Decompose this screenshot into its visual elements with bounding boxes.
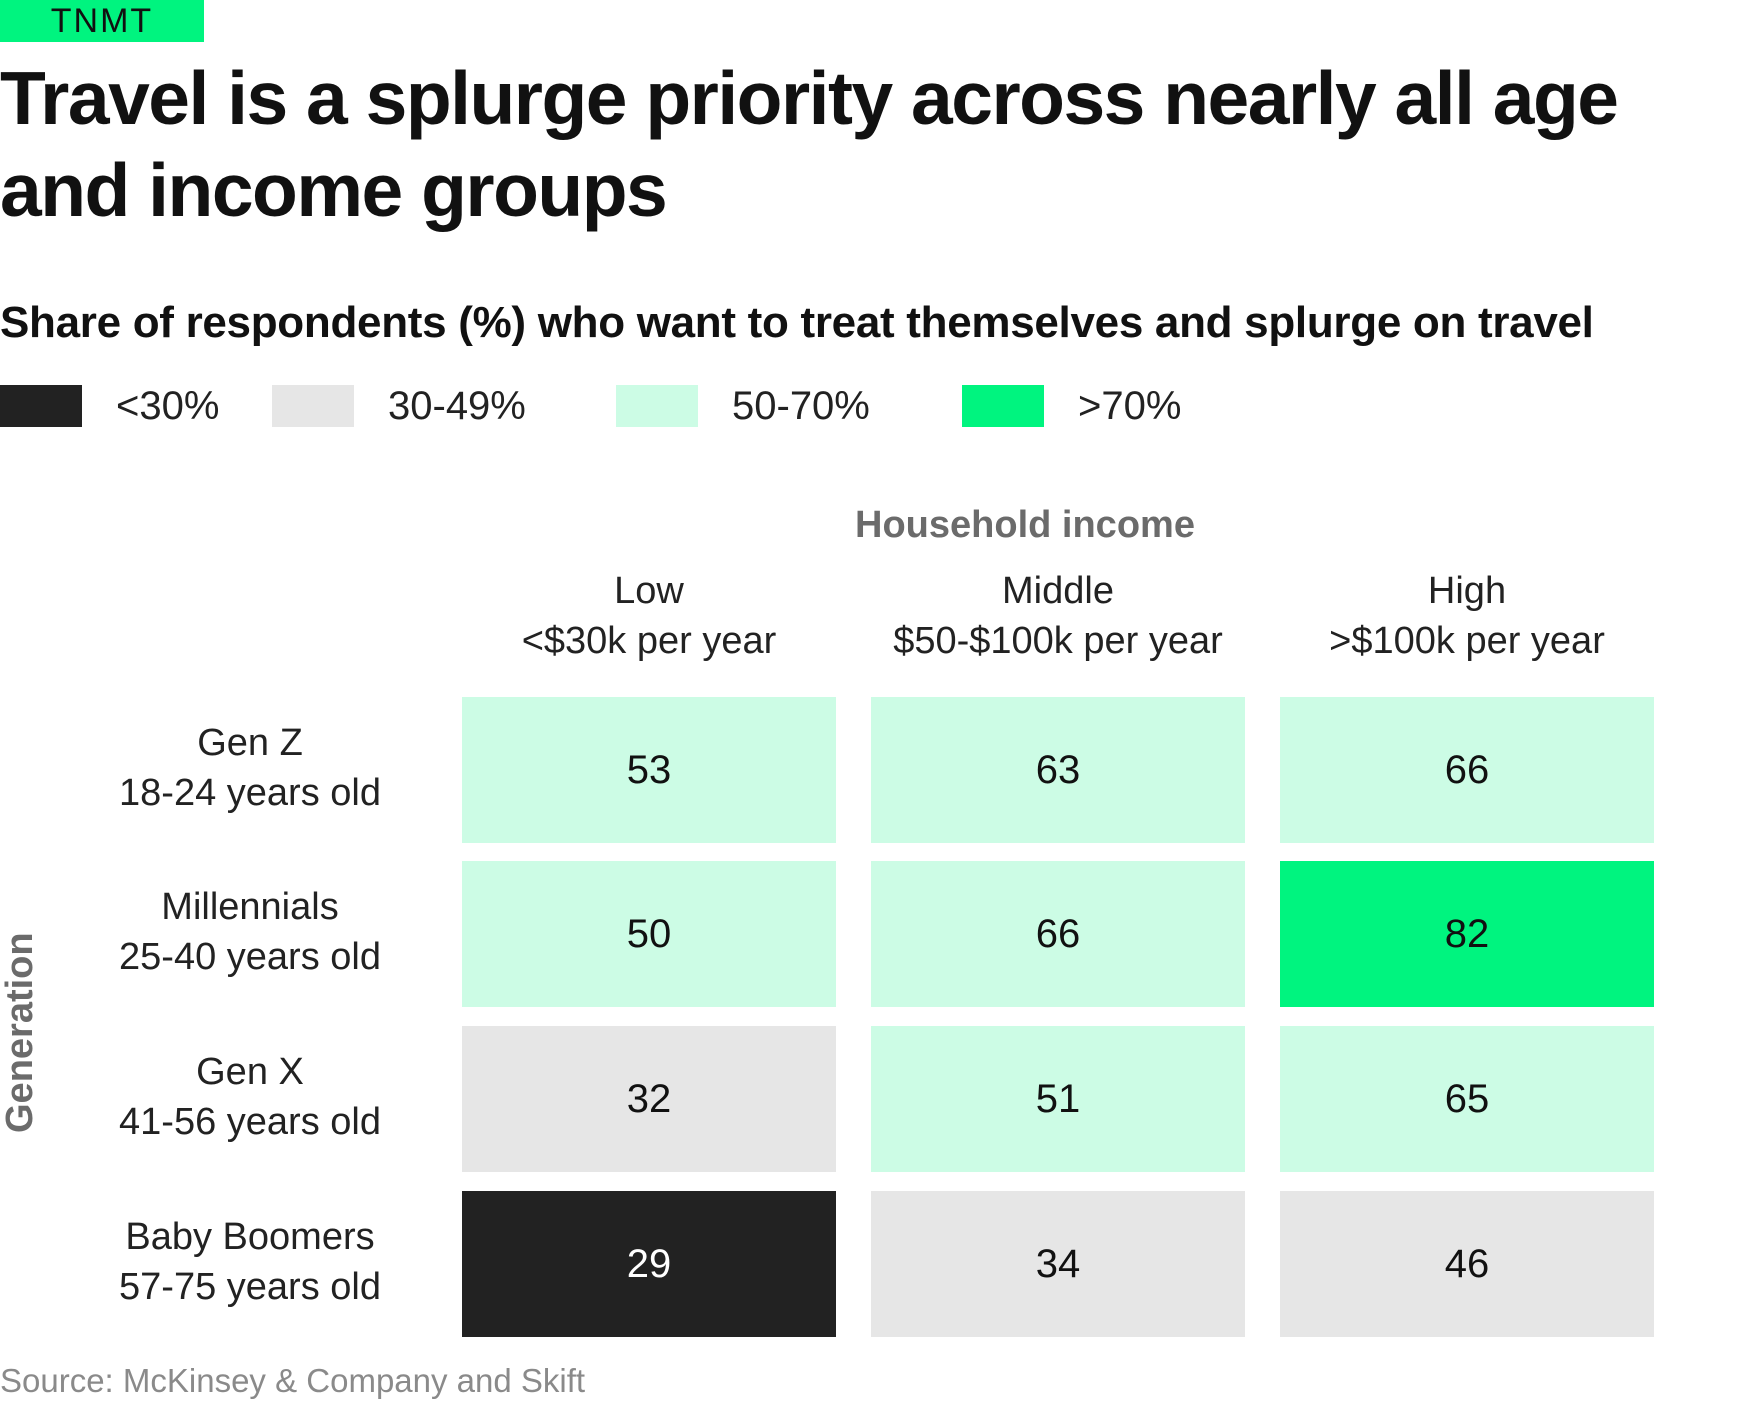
legend-label: >70% bbox=[1078, 383, 1182, 428]
column-header-low: Low <$30k per year bbox=[462, 566, 836, 666]
brand-name: TNMT bbox=[50, 2, 154, 40]
heatmap-cell: 65 bbox=[1280, 1026, 1654, 1172]
column-detail: $50-$100k per year bbox=[893, 620, 1223, 662]
legend-label: 50-70% bbox=[732, 383, 870, 428]
heatmap-cell: 66 bbox=[1280, 697, 1654, 843]
row-header-millennials: Millennials 25-40 years old bbox=[60, 882, 440, 982]
legend-swatch bbox=[0, 385, 82, 427]
heatmap-cell-value: 82 bbox=[1444, 911, 1490, 956]
row-name: Gen Z bbox=[197, 722, 303, 764]
heatmap-cell-value: 50 bbox=[626, 911, 672, 956]
column-name: High bbox=[1427, 570, 1507, 612]
legend-item-lt30: <30% bbox=[0, 384, 219, 428]
heatmap-cell: 51 bbox=[871, 1026, 1245, 1172]
column-name: Low bbox=[614, 570, 684, 612]
legend: <30% 30-49% 50-70% >70% bbox=[0, 384, 1300, 428]
row-detail: 18-24 years old bbox=[119, 772, 381, 814]
heatmap-cell: 82 bbox=[1280, 861, 1654, 1007]
heatmap-cell: 32 bbox=[462, 1026, 836, 1172]
heatmap-cell-value: 63 bbox=[1035, 747, 1081, 792]
x-axis-title: Household income bbox=[855, 504, 1195, 546]
heatmap-cell: 34 bbox=[871, 1191, 1245, 1337]
row-header-gen-z: Gen Z 18-24 years old bbox=[60, 718, 440, 818]
row-header-baby-boomers: Baby Boomers 57-75 years old bbox=[60, 1212, 440, 1312]
heatmap-cell: 63 bbox=[871, 697, 1245, 843]
heatmap-cell-value: 34 bbox=[1035, 1241, 1081, 1286]
x-axis-title-wrap: Household income bbox=[0, 504, 1650, 547]
column-header-high: High >$100k per year bbox=[1280, 566, 1654, 666]
heatmap-cell: 66 bbox=[871, 861, 1245, 1007]
legend-item-50-70: 50-70% bbox=[616, 384, 870, 428]
heatmap-cell-value: 65 bbox=[1444, 1076, 1490, 1121]
row-detail: 57-75 years old bbox=[119, 1266, 381, 1308]
row-name: Millennials bbox=[161, 886, 339, 928]
row-name: Baby Boomers bbox=[125, 1216, 375, 1258]
column-detail: <$30k per year bbox=[521, 620, 777, 662]
heatmap-cell-value: 32 bbox=[626, 1076, 672, 1121]
brand-logo: TNMT bbox=[0, 0, 204, 42]
heatmap-cell-value: 53 bbox=[626, 747, 672, 792]
chart-subtitle: Share of respondents (%) who want to tre… bbox=[0, 298, 1594, 347]
legend-swatch bbox=[962, 385, 1044, 427]
chart-title: Travel is a splurge priority across near… bbox=[0, 56, 1619, 232]
heatmap-cell: 46 bbox=[1280, 1191, 1654, 1337]
column-detail: >$100k per year bbox=[1329, 620, 1605, 662]
row-detail: 25-40 years old bbox=[119, 936, 381, 978]
row-name: Gen X bbox=[196, 1051, 304, 1093]
row-detail: 41-56 years old bbox=[119, 1101, 381, 1143]
heatmap-cell-value: 66 bbox=[1035, 911, 1081, 956]
legend-item-30-49: 30-49% bbox=[272, 384, 526, 428]
legend-swatch bbox=[616, 385, 698, 427]
source-note: Source: McKinsey & Company and Skift bbox=[0, 1362, 586, 1399]
heatmap-cell: 53 bbox=[462, 697, 836, 843]
legend-label: 30-49% bbox=[388, 383, 526, 428]
heatmap-cell-value: 66 bbox=[1444, 747, 1490, 792]
heatmap-cell-value: 46 bbox=[1444, 1241, 1490, 1286]
y-axis-title: Generation bbox=[0, 932, 41, 1133]
column-header-middle: Middle $50-$100k per year bbox=[871, 566, 1245, 666]
heatmap-cell: 50 bbox=[462, 861, 836, 1007]
legend-label: <30% bbox=[116, 383, 220, 428]
legend-swatch bbox=[272, 385, 354, 427]
legend-item-gt70: >70% bbox=[962, 384, 1181, 428]
heatmap-cell-value: 29 bbox=[626, 1241, 672, 1286]
row-header-gen-x: Gen X 41-56 years old bbox=[60, 1047, 440, 1147]
heatmap-cell: 29 bbox=[462, 1191, 836, 1337]
heatmap-cell-value: 51 bbox=[1035, 1076, 1081, 1121]
column-name: Middle bbox=[1002, 570, 1114, 612]
